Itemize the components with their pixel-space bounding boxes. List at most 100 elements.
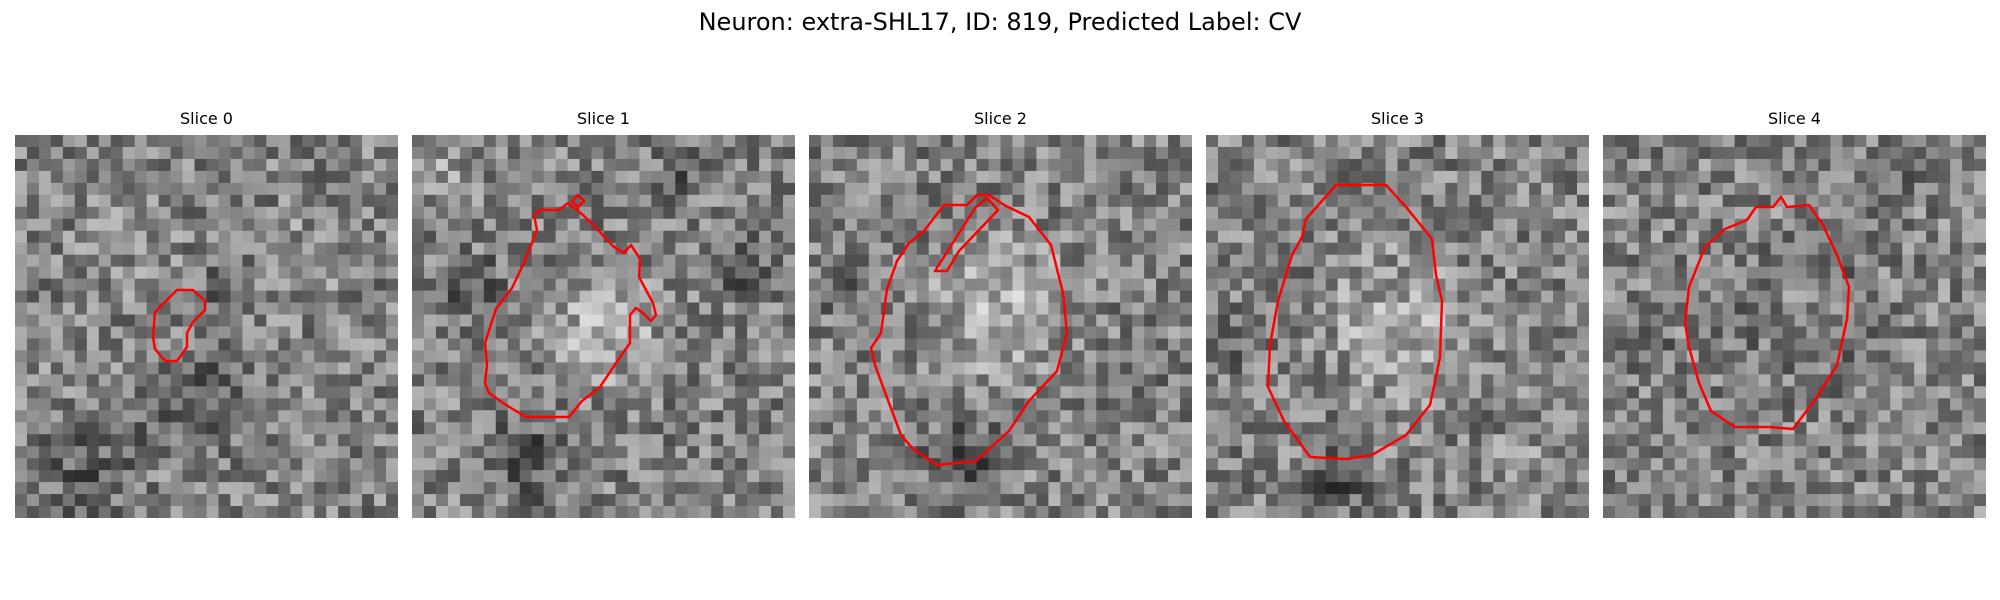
image-pixel <box>1734 302 1748 316</box>
image-pixel <box>1397 362 1411 375</box>
image-pixel <box>615 314 629 328</box>
image-pixel <box>1301 506 1315 518</box>
image-pixel <box>711 422 724 435</box>
image-pixel <box>1060 506 1073 518</box>
image-pixel <box>1469 194 1482 208</box>
image-pixel <box>1553 135 1566 148</box>
image-pixel <box>1782 135 1796 148</box>
image-pixel <box>820 374 834 387</box>
image-pixel <box>603 302 617 316</box>
image-pixel <box>940 398 954 411</box>
image-pixel <box>1614 302 1628 316</box>
image-pixel <box>1433 422 1446 435</box>
image-pixel <box>1084 158 1097 172</box>
image-pixel <box>1734 194 1748 208</box>
image-pixel <box>1024 242 1038 256</box>
image-pixel <box>38 290 52 304</box>
image-pixel <box>1265 146 1279 160</box>
image-pixel <box>62 470 76 483</box>
image-pixel <box>1974 206 1986 220</box>
image-pixel <box>699 386 712 399</box>
image-pixel <box>1325 434 1339 447</box>
image-pixel <box>471 410 485 423</box>
image-pixel <box>206 410 220 423</box>
image-pixel <box>1878 242 1891 256</box>
image-pixel <box>1241 135 1255 148</box>
image-pixel <box>663 434 676 447</box>
image-pixel <box>290 350 303 364</box>
image-pixel <box>1722 230 1736 244</box>
image-pixel <box>1950 158 1963 172</box>
image-pixel <box>15 326 28 340</box>
image-pixel <box>158 170 172 184</box>
image-pixel <box>1265 290 1279 304</box>
image-pixel <box>1938 290 1951 304</box>
image-pixel <box>1626 350 1640 364</box>
image-pixel <box>86 242 100 256</box>
image-pixel <box>1241 494 1255 507</box>
image-pixel <box>1505 158 1518 172</box>
image-pixel <box>1565 350 1578 364</box>
image-pixel <box>1722 266 1736 280</box>
image-pixel <box>1481 398 1494 411</box>
image-pixel <box>1794 278 1808 292</box>
image-pixel <box>1662 135 1676 148</box>
image-pixel <box>771 482 784 495</box>
image-pixel <box>1385 135 1399 148</box>
image-pixel <box>1397 422 1411 435</box>
image-pixel <box>1385 206 1399 220</box>
image-pixel <box>1782 242 1796 256</box>
image-pixel <box>242 278 255 292</box>
image-pixel <box>314 506 327 518</box>
image-pixel <box>218 422 232 435</box>
image-pixel <box>1662 218 1676 232</box>
image-pixel <box>1313 458 1327 471</box>
image-pixel <box>615 135 629 148</box>
image-pixel <box>1517 230 1530 244</box>
image-pixel <box>1385 470 1399 483</box>
image-pixel <box>1168 446 1181 459</box>
image-pixel <box>1277 338 1291 352</box>
image-pixel <box>723 326 736 340</box>
image-pixel <box>1854 218 1867 232</box>
image-pixel <box>1096 135 1109 148</box>
image-pixel <box>1902 338 1915 352</box>
image-pixel <box>543 470 557 483</box>
image-pixel <box>1457 135 1470 148</box>
image-pixel <box>1084 386 1097 399</box>
image-pixel <box>1926 446 1939 459</box>
image-pixel <box>1782 230 1796 244</box>
image-pixel <box>1000 410 1014 423</box>
image-pixel <box>783 230 795 244</box>
image-pixel <box>579 182 593 196</box>
image-pixel <box>711 434 724 447</box>
image-pixel <box>1132 434 1145 447</box>
image-pixel <box>266 506 279 518</box>
image-pixel <box>1096 206 1109 220</box>
image-pixel <box>783 410 795 423</box>
image-pixel <box>122 338 136 352</box>
image-pixel <box>928 158 942 172</box>
image-pixel <box>1301 290 1315 304</box>
image-pixel <box>1349 218 1363 232</box>
image-pixel <box>1349 362 1363 375</box>
image-pixel <box>350 254 363 268</box>
image-pixel <box>711 398 724 411</box>
image-pixel <box>1806 218 1820 232</box>
image-pixel <box>86 470 100 483</box>
image-pixel <box>711 182 724 196</box>
image-pixel <box>86 302 100 316</box>
image-pixel <box>1866 135 1879 148</box>
image-pixel <box>591 494 605 507</box>
image-pixel <box>1048 194 1061 208</box>
image-pixel <box>412 434 425 447</box>
image-pixel <box>1072 206 1085 220</box>
image-pixel <box>278 386 291 399</box>
image-pixel <box>495 374 509 387</box>
image-pixel <box>1036 314 1049 328</box>
image-pixel <box>1385 434 1399 447</box>
image-pixel <box>1096 230 1109 244</box>
image-pixel <box>50 362 64 375</box>
image-pixel <box>1926 434 1939 447</box>
image-pixel <box>1289 398 1303 411</box>
